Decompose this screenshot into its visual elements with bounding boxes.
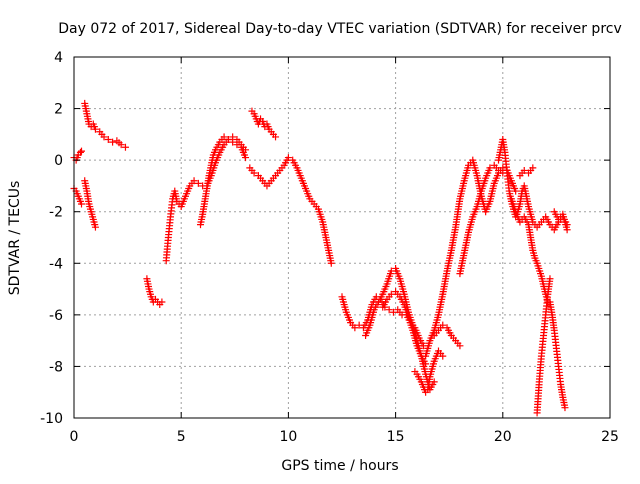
- data-point-marker: [91, 125, 99, 133]
- data-point-marker: [422, 360, 430, 368]
- data-point-marker: [158, 298, 166, 306]
- y-tick-label: 0: [54, 153, 63, 169]
- series-seg20: [516, 164, 537, 180]
- series-seg4: [81, 177, 99, 231]
- series-seg8: [203, 133, 250, 190]
- data-point-marker: [327, 259, 335, 267]
- y-tick-label: 4: [54, 50, 63, 66]
- series-seg6: [162, 177, 207, 265]
- data-point-marker: [284, 154, 292, 162]
- x-tick-label: 20: [494, 429, 512, 445]
- x-tick-label: 0: [70, 429, 79, 445]
- data-point-marker: [242, 146, 250, 154]
- data-point-marker: [439, 321, 447, 329]
- series-seg23: [550, 208, 571, 234]
- data-point-marker: [389, 308, 397, 316]
- data-point-marker: [194, 179, 202, 187]
- data-point-marker: [78, 147, 86, 155]
- data-point-marker: [529, 164, 537, 172]
- series-seg2: [70, 147, 86, 164]
- data-point-marker: [385, 306, 393, 314]
- y-tick-label: -2: [49, 205, 63, 221]
- data-point-marker: [91, 223, 99, 231]
- series-seg14: [411, 347, 447, 396]
- y-tick-label: -8: [49, 359, 63, 375]
- x-tick-label: 15: [387, 429, 405, 445]
- series-seg22: [546, 298, 569, 412]
- data-point-marker: [224, 136, 232, 144]
- data-point-marker: [546, 275, 554, 283]
- y-tick-label: -6: [49, 308, 63, 324]
- data-point-marker: [121, 143, 129, 151]
- data-point-marker: [272, 133, 280, 141]
- series-seg16: [430, 321, 464, 350]
- data-point-marker: [229, 133, 237, 141]
- data-point-marker: [250, 169, 258, 177]
- data-point-marker: [104, 136, 112, 144]
- data-marks: [70, 99, 571, 417]
- series-seg12: [362, 264, 438, 394]
- x-tick-label: 5: [177, 429, 186, 445]
- data-point-marker: [190, 177, 198, 185]
- data-point-marker: [387, 290, 395, 298]
- data-point-marker: [561, 404, 569, 412]
- chart-title: Day 072 of 2017, Sidereal Day-to-day VTE…: [58, 21, 622, 37]
- data-point-marker: [563, 226, 571, 234]
- data-point-marker: [100, 133, 108, 141]
- x-tick-label: 25: [601, 429, 619, 445]
- x-axis-label: GPS time / hours: [281, 458, 398, 474]
- series-seg10: [246, 154, 335, 267]
- series-seg17: [456, 161, 507, 278]
- data-point-marker: [78, 200, 86, 208]
- data-point-marker: [76, 148, 84, 156]
- y-tick-label: -10: [40, 411, 63, 427]
- series-seg15: [422, 156, 520, 360]
- data-point-marker: [439, 352, 447, 360]
- y-axis-label: SDTVAR / TECUs: [7, 181, 23, 296]
- plot-frame: [73, 56, 611, 419]
- data-point-marker: [351, 324, 359, 332]
- series-seg13: [379, 288, 430, 368]
- axes: 0 5 10 15 20 25 -10 -8 -6 -4 -2 0 2 4: [40, 50, 619, 445]
- x-tick-label: 10: [279, 429, 297, 445]
- y-tick-label: -4: [49, 256, 63, 272]
- data-point-marker: [117, 141, 125, 149]
- series-seg5: [143, 275, 166, 309]
- data-point-marker: [486, 164, 494, 172]
- data-point-marker: [456, 342, 464, 350]
- series-seg19: [507, 195, 552, 306]
- data-point-marker: [495, 166, 503, 174]
- series-seg9: [248, 107, 280, 141]
- data-point-marker: [109, 138, 117, 146]
- y-tick-label: 2: [54, 102, 63, 118]
- series-seg1: [70, 185, 86, 208]
- series-seg21: [533, 275, 554, 417]
- series-seg3: [81, 99, 129, 151]
- series-seg18: [495, 136, 571, 234]
- data-point-marker: [242, 154, 250, 162]
- data-point-marker: [512, 187, 520, 195]
- data-point-marker: [520, 166, 528, 174]
- data-point-marker: [220, 133, 228, 141]
